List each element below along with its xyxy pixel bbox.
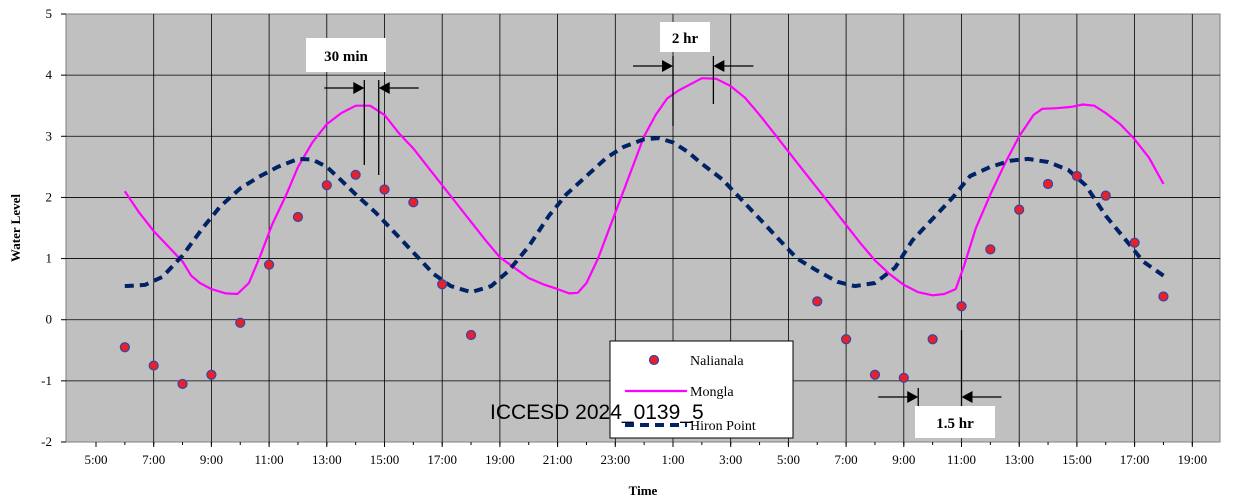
x-tick-label: 11:00 <box>255 452 284 467</box>
x-tick-label: 13:00 <box>1004 452 1034 467</box>
legend-mongla-label: Mongla <box>690 385 734 400</box>
nalianala-point <box>956 301 967 312</box>
x-tick-label: 7:00 <box>835 452 858 467</box>
x-axis-title: Time <box>629 483 658 498</box>
annotation-arrow-head <box>378 82 390 94</box>
y-tick-label: 2 <box>46 189 53 204</box>
legend-box <box>609 340 794 439</box>
x-tick-label: 11:00 <box>947 452 976 467</box>
x-tick-label: 9:00 <box>892 452 915 467</box>
x-tick-label: 17:00 <box>427 452 457 467</box>
y-tick-label: 5 <box>46 6 53 21</box>
nalianala-point <box>1042 178 1054 190</box>
nalianala-point <box>840 334 852 345</box>
nalianala-point <box>1014 204 1025 215</box>
nalianala-point <box>177 378 188 390</box>
annotation-label-box <box>660 22 710 52</box>
y-tick-label: 4 <box>46 67 53 82</box>
legend-hiron-label: Hiron Point <box>690 419 756 434</box>
x-tick-label: 19:00 <box>1177 452 1207 467</box>
annotation-arrow-head <box>353 82 365 94</box>
nalianala-point <box>927 334 938 345</box>
y-tick-label: -2 <box>41 434 52 449</box>
y-tick-label: 0 <box>46 312 53 327</box>
nalianala-point <box>985 244 996 255</box>
x-tick-label: 15:00 <box>1062 452 1092 467</box>
annotation-label: 2 hr <box>672 31 699 47</box>
annotation-arrow-head <box>713 60 725 72</box>
x-tick-label: 23:00 <box>600 452 630 467</box>
annotations: 30 min 2 hr 1.5 hr <box>306 22 1002 438</box>
x-tick-label: 13:00 <box>312 452 342 467</box>
annotation-arrow-head <box>662 60 673 72</box>
annotation-label: 30 min <box>324 49 368 65</box>
hiron-point-line <box>124 136 1165 295</box>
watermark: ICCESD 2024_0139_5 <box>490 401 704 424</box>
nalianala-point <box>379 184 390 195</box>
series-lines <box>123 77 1165 297</box>
nalianala-point <box>437 279 448 290</box>
nalianala-point <box>119 342 130 353</box>
nalianala-point <box>292 211 304 223</box>
annotation-label-box <box>915 406 995 438</box>
legend: Nalianala Mongla Hiron Point <box>609 340 794 439</box>
mongla-line <box>123 77 1165 297</box>
series-markers <box>119 169 1169 390</box>
nalianala-point <box>206 369 217 380</box>
nalianala-point <box>408 197 419 208</box>
x-axis-ticks: 5:00 7:00 9:00 11:00 13:00 15:00 17:00 19:00 21:… <box>84 442 1207 467</box>
x-tick-label: 15:00 <box>370 452 400 467</box>
nalianala-point <box>148 360 159 371</box>
y-tick-label: -1 <box>41 373 52 388</box>
nalianala-point <box>235 317 246 328</box>
nalianala-point <box>350 169 361 180</box>
annotation-arrow-head <box>907 391 919 403</box>
x-tick-label: 3:00 <box>719 452 742 467</box>
x-tick-label: 5:00 <box>84 452 107 467</box>
x-tick-label: 21:00 <box>543 452 573 467</box>
x-tick-label: 1:00 <box>661 452 684 467</box>
nalianala-point <box>1158 291 1169 302</box>
y-tick-label: 1 <box>46 251 53 266</box>
nalianala-point <box>812 296 823 307</box>
x-tick-label: 7:00 <box>142 452 165 467</box>
x-tick-label: 19:00 <box>485 452 515 467</box>
legend-nalianala-label: Nalianala <box>690 354 744 369</box>
annotation-arrow-head <box>961 391 973 403</box>
nalianala-point <box>1100 190 1111 201</box>
x-tick-label: 17:00 <box>1120 452 1150 467</box>
x-tick-label: 9:00 <box>200 452 223 467</box>
nalianala-point <box>1129 237 1140 248</box>
y-axis-ticks: -2 -1 0 1 2 3 4 5 <box>41 6 66 449</box>
nalianala-point <box>264 259 275 270</box>
nalianala-point <box>321 180 332 191</box>
nalianala-point <box>465 329 477 341</box>
annotation-label: 1.5 hr <box>936 416 974 432</box>
x-tick-label: 5:00 <box>777 452 800 467</box>
annotation-label-box <box>306 38 386 72</box>
legend-nalianala-marker <box>648 354 660 366</box>
nalianala-point <box>1071 170 1083 182</box>
y-tick-label: 3 <box>46 128 53 143</box>
nalianala-point <box>869 369 881 380</box>
nalianala-point <box>898 372 909 383</box>
y-axis-title: Water Level <box>8 194 23 262</box>
